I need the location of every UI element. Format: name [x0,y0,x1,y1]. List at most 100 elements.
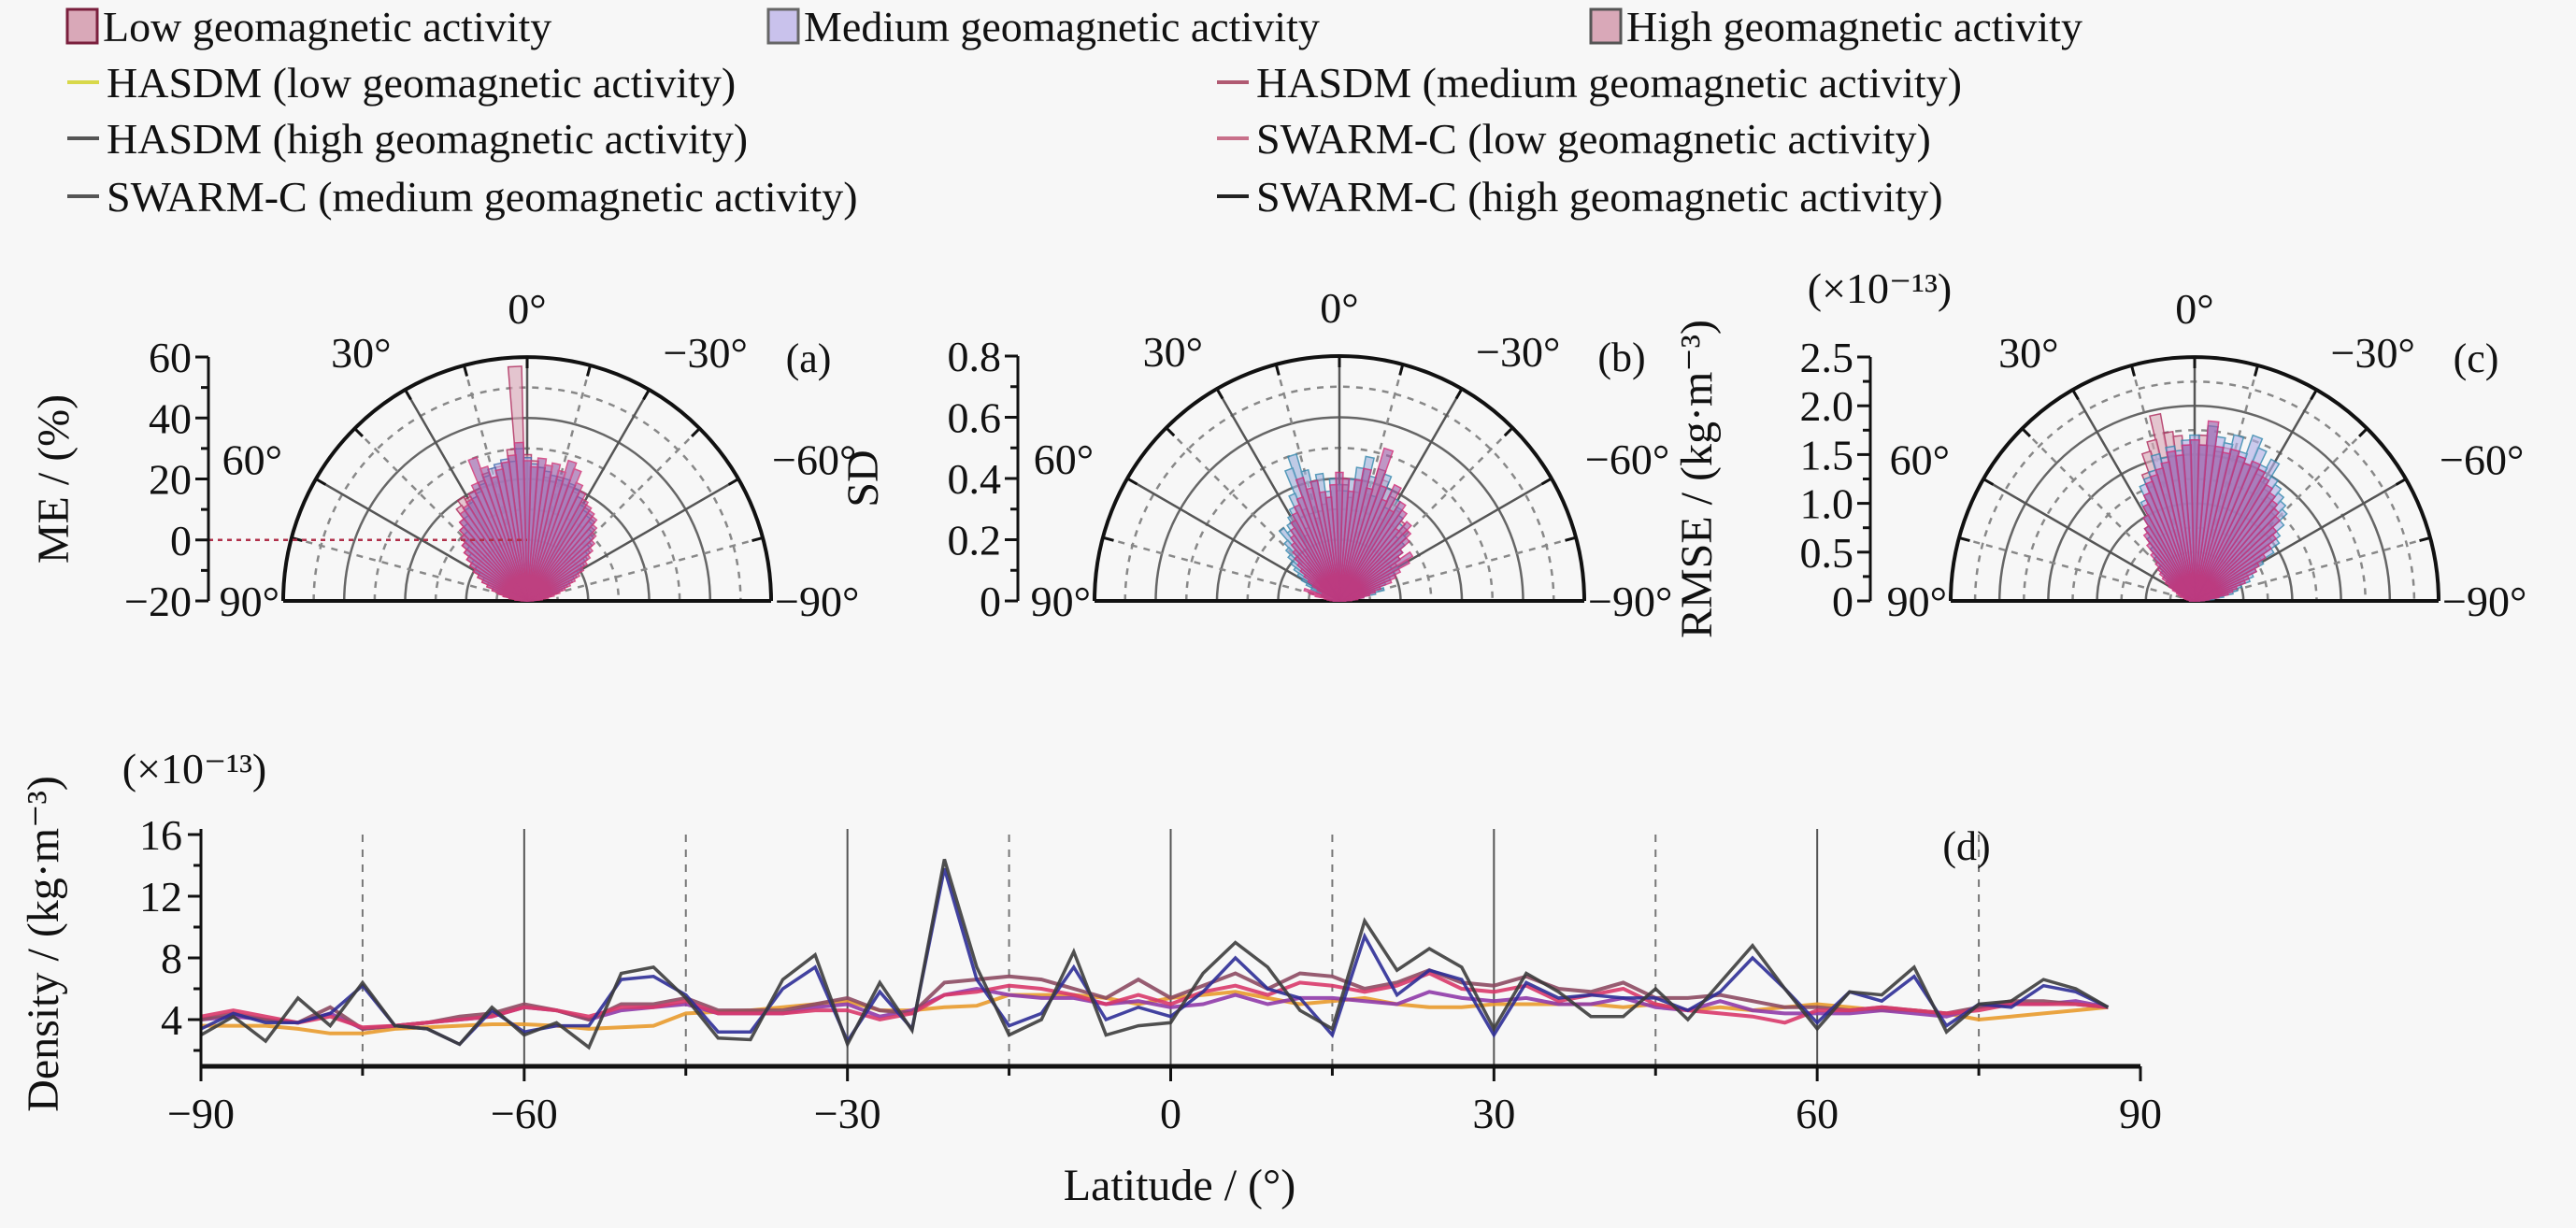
polar-rim-tick [315,478,327,486]
y-axis-title: ME / (%) [29,394,79,564]
polar-panel-rmse: 2.52.01.51.00.50 RMSE / (kg·m⁻³) (×10⁻¹³) 9… [1672,264,2526,638]
y-tick-label: 4 [161,996,182,1044]
polar-rim-tick [2419,535,2431,543]
panel-label: (a) [786,336,832,381]
angle-label: −60° [772,436,856,484]
legend-item: SWARM-C (high geomagnetic activity) [1217,173,1943,221]
legend-swatch-patch [766,7,800,45]
polar-grid-circle-minor [312,386,742,602]
polar-spoke [1958,536,2196,603]
polar-rim-tick [751,535,764,543]
legend-item: HASDM (medium geomagnetic activity) [1217,59,1962,107]
polar-grid-circle-minor [2071,478,2318,602]
polar-rim-tick [1215,388,1224,400]
angle-label: 90° [1031,578,1091,625]
polar-rim-tick [727,478,739,486]
angle-label: 90° [220,578,279,625]
polar-spoke [291,536,528,603]
polar-rim-tick [1454,388,1464,400]
polar-rim-tick [585,364,593,377]
y-axis-title: Density / (kg·m⁻³) [19,776,68,1112]
polar-rim-tick [462,364,469,377]
angle-label: −90° [2442,578,2526,625]
y-tick-label: 0.6 [948,394,1002,442]
legend-label: HASDM (high geomagnetic activity) [107,115,748,163]
polar-rim-tick [1398,364,1405,376]
legend-item: SWARM-C (medium geomagnetic activity) [67,173,858,221]
polar-panel-me: 60 40 20 0 −20 ME / (%) 90° 60° 30° 0° −30° −60° −90… [29,285,859,625]
polar-rim-tick [642,389,651,401]
polar-series [458,441,598,602]
y-tick-label: 40 [149,394,192,442]
polar-rim-tick [1958,535,1970,543]
angle-label: −30° [664,329,748,377]
panel-label: (b) [1597,335,1645,380]
x-tick-label: 0 [1160,1090,1181,1137]
polar-rim-tick [1274,364,1281,376]
y-tick-label: 0 [980,578,1001,625]
legend-item: Medium geomagnetic activity [766,3,1320,50]
legend-item: SWARM-C (low geomagnetic activity) [1217,115,1931,163]
panel-label: (d) [1942,823,1990,869]
x-tick-label: −90 [167,1090,235,1137]
legend-item: HASDM (low geomagnetic activity) [67,59,736,107]
polar-spoke [526,536,764,603]
angle-label: 0° [1320,284,1358,332]
legend-swatch-patch [1589,7,1623,45]
angle-label: −30° [2331,329,2415,377]
y-tick-label: 2.5 [1800,334,1854,381]
polar-rim-tick [2253,364,2260,377]
angle-label: 0° [2175,285,2213,333]
series-line [200,968,2109,1031]
series-line [200,971,2109,1030]
y-scale-note: (×10⁻¹³) [122,745,266,792]
line-panel-density: 4 8 12 16 −90 −60 −30 0 30 60 90 Latitude / (°) Dens… [19,745,2162,1210]
y-tick-label: 1.0 [1800,480,1854,528]
angle-label: −90° [1588,578,1672,625]
y-axis-title: RMSE / (kg·m⁻³) [1672,320,1722,638]
legend-label: SWARM-C (medium geomagnetic activity) [107,173,858,221]
polar-rim-tick [1126,477,1138,486]
legend-label: High geomagnetic activity [1626,3,2082,50]
panel-label: (c) [2454,336,2499,381]
polar-rim-tick [2310,389,2318,401]
y-tick-label: 2.0 [1800,382,1854,430]
y-tick-label: 0.5 [1800,529,1854,577]
x-tick-label: 90 [2119,1090,2162,1137]
legend-item: Low geomagnetic activity [65,3,551,50]
series-line [200,858,2110,1050]
y-tick-label: 20 [149,456,192,504]
y-tick-label: 12 [139,873,182,921]
angle-label: −60° [2440,436,2524,484]
polar-rim-tick [2021,427,2031,437]
polar-spoke [1982,478,2196,603]
angle-label: 30° [1998,329,2058,377]
legend: Low geomagnetic activity Medium geomagnet… [65,3,2082,221]
y-tick-label: 0.8 [948,333,1002,380]
angle-label: 60° [1890,436,1950,484]
y-tick-label: 16 [139,811,182,859]
angle-label: 90° [1887,578,1947,625]
angle-label: 30° [1143,328,1203,376]
polar-rim-tick [1982,478,1995,486]
angle-label: −60° [1585,436,1669,483]
polar-rim-tick [353,427,364,437]
polar-rim-tick [1540,477,1553,486]
polar-rim-tick [1503,426,1514,437]
angle-label: 30° [331,329,391,377]
y-tick-label: −20 [124,578,192,625]
y-tick-label: 60 [149,334,192,381]
angle-label: −90° [775,578,859,625]
polar-rim-tick [2129,364,2137,377]
polar-series [1289,447,1414,602]
legend-label: SWARM-C (low geomagnetic activity) [1256,115,1931,163]
angle-label: 60° [222,436,282,484]
polar-panel-sd: 0.8 0.6 0.4 0.2 0 SD 90° 60° 30° 0° −30° −60° −90° (b… [838,284,1672,625]
polar-rim-tick [1102,535,1114,542]
y-scale-note: (×10⁻¹³) [1808,264,1952,312]
legend-swatch-patch [65,7,99,45]
y-tick-label: 0 [170,517,192,564]
legend-label: HASDM (medium geomagnetic activity) [1256,59,1962,107]
y-axis-title: SD [838,450,888,507]
